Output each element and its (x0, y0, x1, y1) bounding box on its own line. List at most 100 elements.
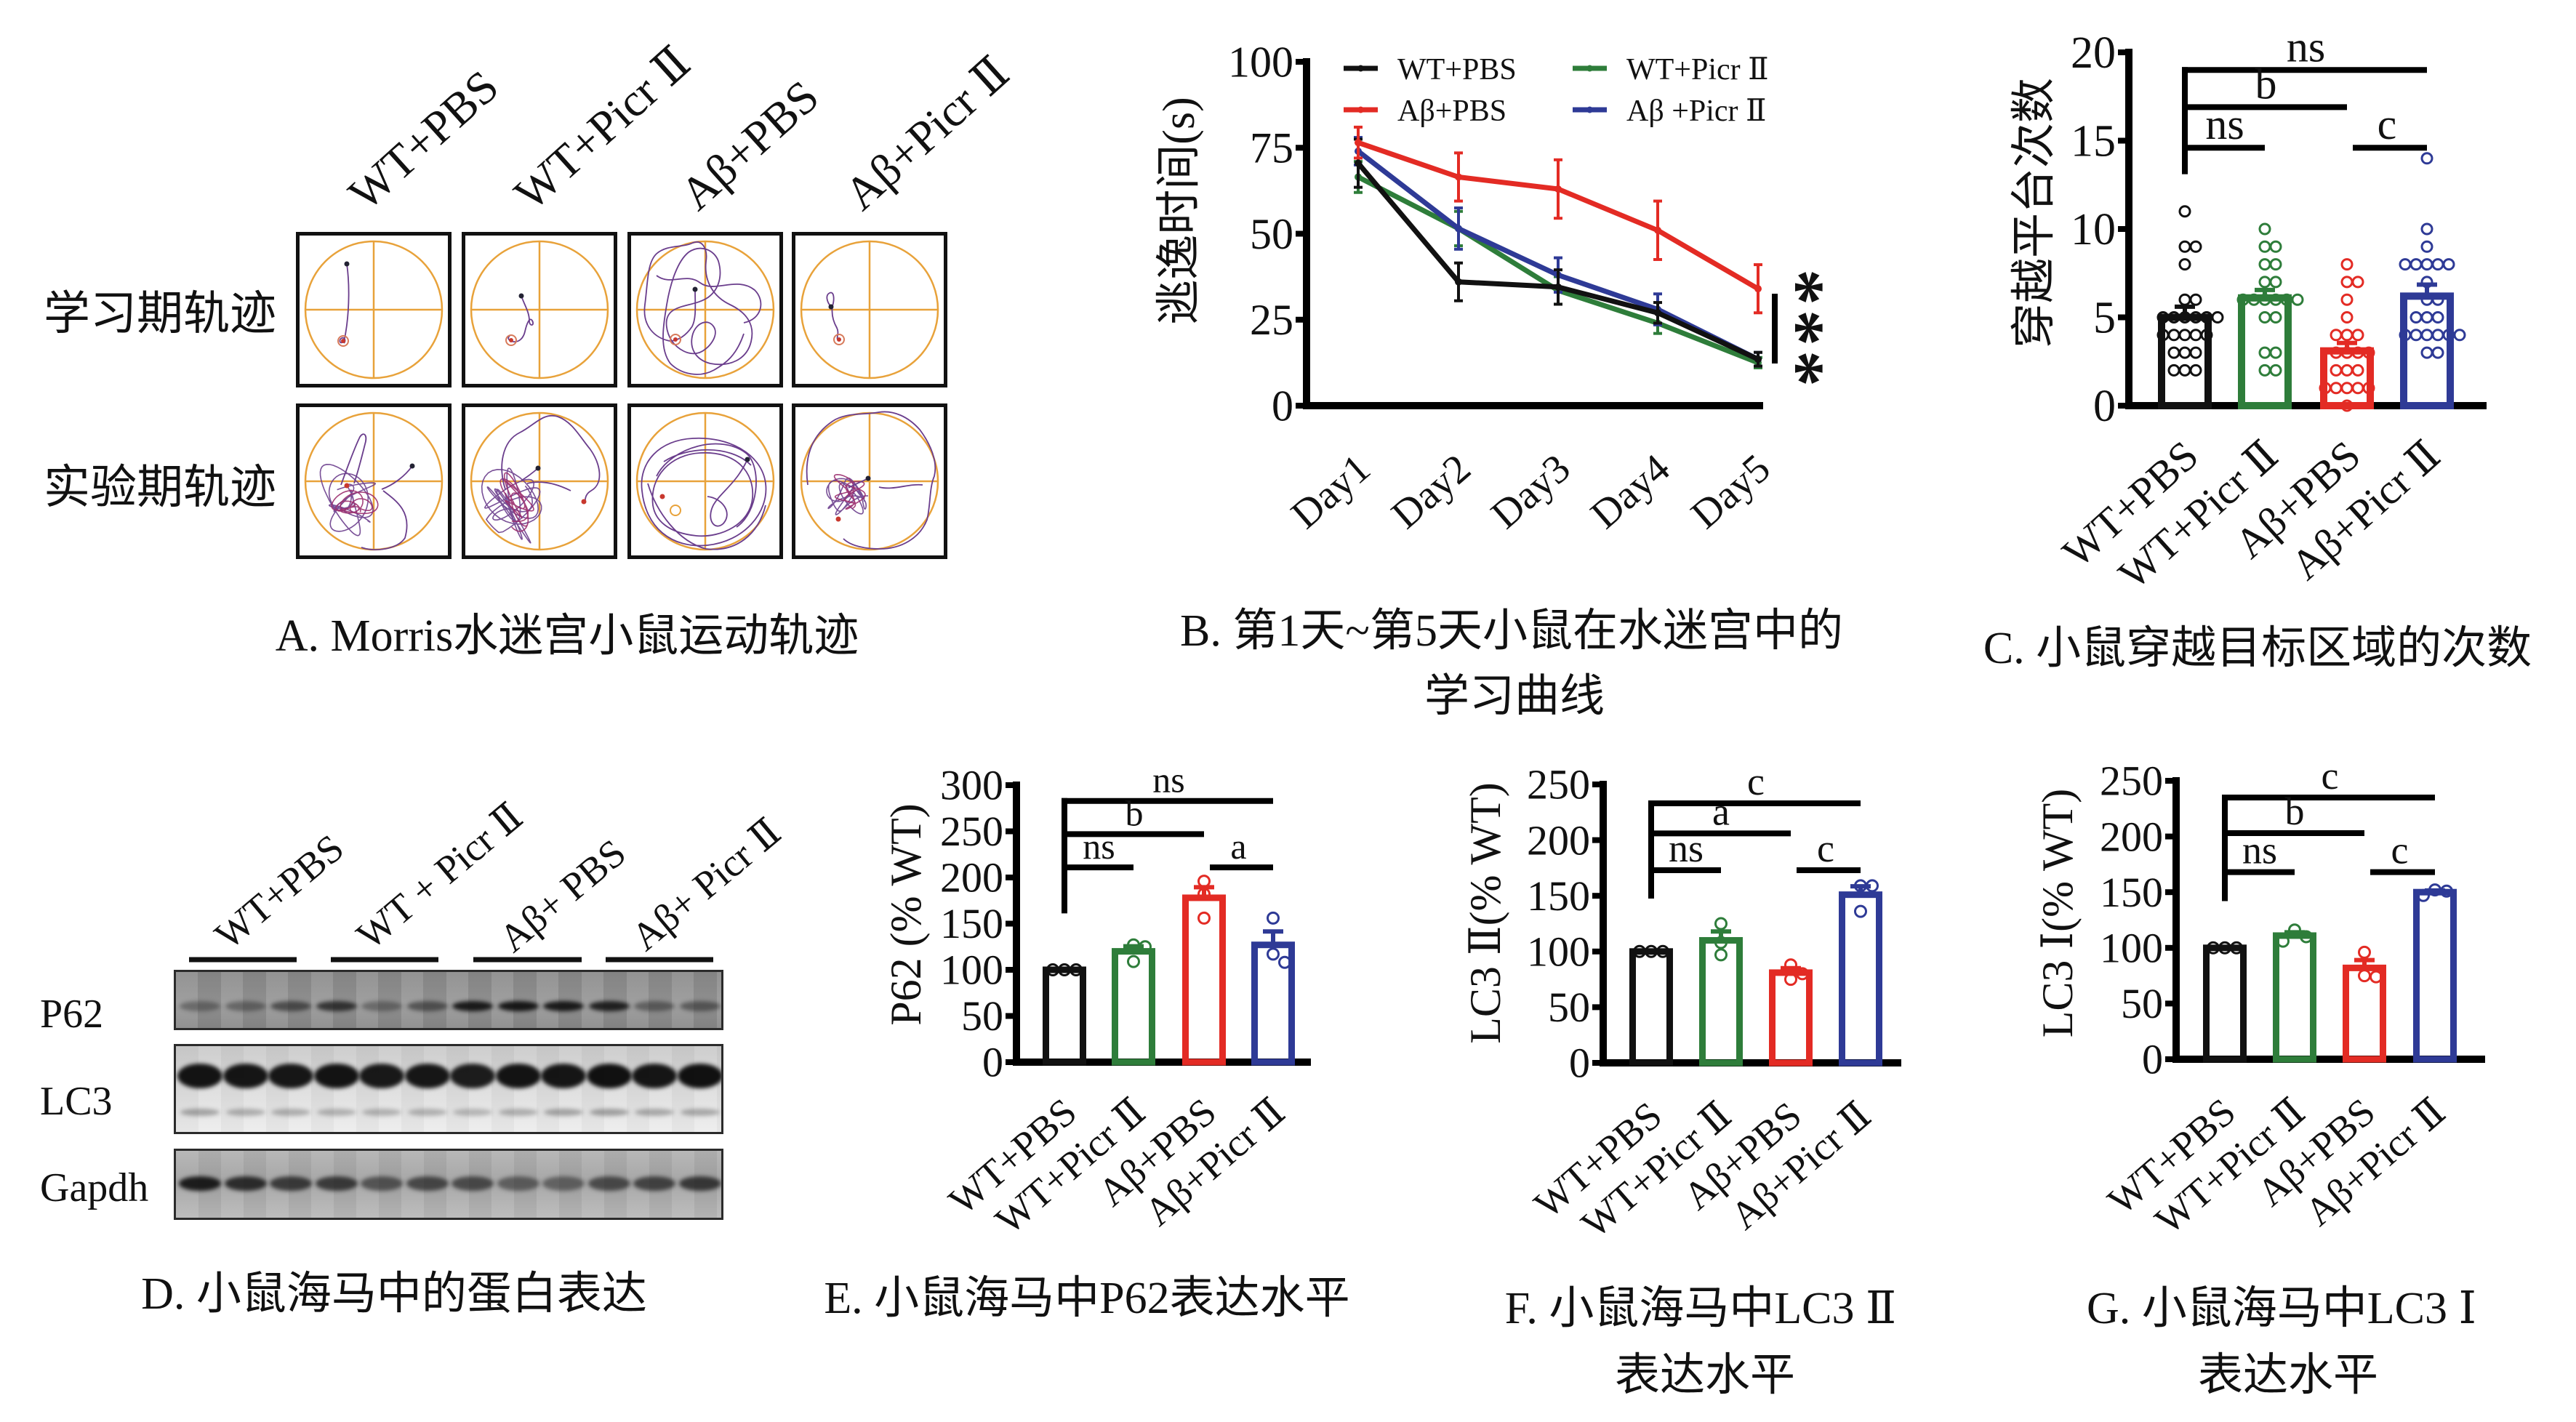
data-point (2420, 276, 2433, 289)
lc3-blot-image (174, 1044, 723, 1134)
data-point (1046, 963, 1059, 976)
x-tick-label: Day5 (1682, 446, 1778, 537)
significance-label: ns (1669, 827, 1704, 870)
maze-box (792, 232, 947, 387)
swim-trace (826, 477, 869, 515)
swim-trace (499, 472, 534, 532)
bar (1182, 894, 1226, 1066)
blot-band (542, 1176, 585, 1191)
blot-band (361, 1001, 402, 1011)
blot-band-lower (635, 1109, 674, 1116)
data-point (2431, 311, 2444, 324)
significance-asterisks: *** (1759, 269, 1839, 391)
swim-trace (647, 483, 766, 550)
significance-label: ns (1152, 760, 1184, 800)
y-tick-label: 75 (1250, 124, 1293, 172)
legend-item: WT+Picr Ⅱ (1573, 53, 1769, 87)
blot-band (543, 1001, 584, 1011)
maze-box (296, 232, 452, 387)
swim-trace (381, 465, 413, 490)
data-point (1554, 283, 1562, 291)
data-point (2410, 311, 2423, 324)
blot-label-gapdh: Gapdh (40, 1165, 148, 1210)
data-point (2167, 329, 2180, 342)
data-point (1654, 309, 1661, 317)
y-tick-label: 5 (2093, 294, 2116, 343)
blot-band (677, 1064, 721, 1088)
platform-ring (833, 334, 845, 345)
bar (1839, 891, 1882, 1066)
data-point (2330, 363, 2343, 377)
data-point (2351, 329, 2364, 342)
blot-band (268, 1064, 313, 1088)
blot-band-lower (316, 1109, 356, 1116)
data-point (2269, 258, 2282, 271)
legend-label: WT+Picr Ⅱ (1626, 53, 1769, 87)
blot-band (224, 1176, 267, 1191)
bar (1629, 948, 1673, 1066)
bar-group (1699, 917, 1743, 1066)
y-axis-label: 逃逸时间(s) (1155, 97, 1204, 324)
blot-group-label-ab-picr: Aβ+ Picr Ⅱ (623, 810, 789, 959)
significance-label: b (2255, 60, 2277, 108)
end-point-dot (659, 494, 665, 499)
start-point-dot (692, 286, 698, 292)
data-point (1714, 948, 1728, 962)
significance-label: c (1747, 760, 1765, 803)
data-point (2351, 382, 2364, 395)
y-tick-label: 0 (1569, 1040, 1590, 1087)
swim-trace (663, 449, 752, 466)
bar-group (2343, 945, 2386, 1063)
y-tick-label: 50 (1250, 210, 1293, 258)
panel-d-caption: D. 小鼠海马中的蛋白表达 (141, 1269, 647, 1319)
data-point (2258, 240, 2271, 253)
maze-box (296, 403, 452, 559)
series-2 (1354, 125, 1762, 315)
blot-band (404, 1064, 450, 1088)
data-point (1455, 173, 1462, 181)
data-point (2269, 346, 2282, 359)
data-point (2330, 346, 2343, 359)
platform-dot (341, 339, 345, 343)
data-point (1854, 904, 1867, 918)
y-tick-label: 0 (1272, 382, 1293, 430)
blot-band (679, 1001, 721, 1011)
swim-trace (501, 414, 601, 503)
platform-ring (670, 334, 681, 345)
data-point (2351, 363, 2364, 377)
data-point (2340, 363, 2354, 377)
y-axis-label: 穿越平台次数 (2010, 78, 2059, 348)
y-tick-label: 150 (1527, 872, 1590, 920)
data-point (1355, 159, 1362, 167)
data-point (1554, 185, 1562, 193)
blot-band (359, 1064, 404, 1088)
data-point (2258, 276, 2271, 289)
legend-item: Aβ +Picr Ⅱ (1573, 95, 1767, 128)
data-point (1197, 887, 1211, 901)
blot-band (678, 1176, 721, 1191)
data-point (1714, 936, 1728, 949)
data-point (2269, 311, 2282, 324)
panel-c-caption: C. 小鼠穿越目标区域的次数 (1983, 624, 2532, 673)
significance-label: b (2285, 790, 2305, 833)
significance-label: c (1817, 827, 1834, 870)
data-point (2269, 363, 2282, 377)
data-point (1355, 139, 1362, 147)
data-point (1754, 356, 1762, 363)
blot-group-label-ab-pbs: Aβ+ PBS (491, 830, 634, 960)
y-tick-label: 0 (2093, 382, 2116, 431)
swim-trace (806, 411, 936, 550)
bar (2320, 347, 2374, 410)
bar (1251, 941, 1295, 1066)
panel-a: WT+PBS WT+Picr Ⅱ Aβ+PBS Aβ+Picr Ⅱ 学习期轨迹 … (44, 36, 1019, 661)
blot-band-lower (544, 1109, 583, 1116)
blot-band (632, 1064, 677, 1088)
data-point (2178, 205, 2191, 218)
data-point (2370, 970, 2383, 984)
blot-band (452, 1001, 493, 1011)
data-point (1784, 973, 1797, 987)
data-point (2358, 969, 2371, 983)
data-point (2178, 329, 2191, 342)
column-label-wt-picr: WT+Picr Ⅱ (505, 36, 700, 220)
data-point (2258, 311, 2271, 324)
